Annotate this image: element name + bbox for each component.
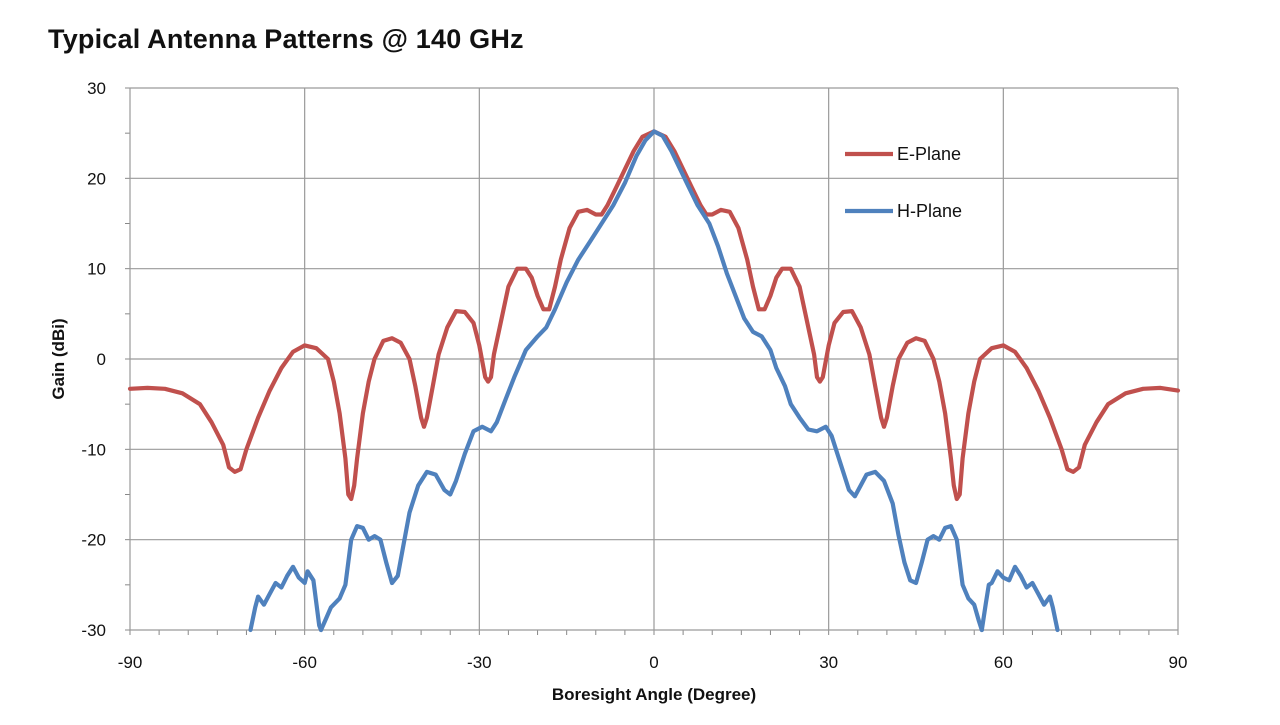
y-tick-label: 30 (87, 79, 106, 98)
h-plane-series-line (979, 564, 1060, 633)
y-axis-title: Gain (dBi) (49, 318, 68, 399)
legend: E-Plane H-Plane (845, 144, 962, 221)
x-tick-label: 0 (649, 653, 658, 672)
h-plane-series-line (248, 564, 324, 633)
series-lines (127, 129, 1181, 633)
x-tick-label: -30 (467, 653, 492, 672)
gridlines (125, 87, 1179, 635)
h-plane-series-line (318, 129, 984, 633)
y-tick-label: 0 (97, 350, 106, 369)
x-tick-label: 90 (1169, 653, 1188, 672)
y-tick-label: -10 (81, 440, 106, 459)
tick-labels: -90 -60 -30 0 30 60 90 -30 -20 -10 0 10 20 30 (81, 79, 1187, 672)
y-tick-label: 20 (87, 169, 106, 188)
y-tick-label: -30 (81, 621, 106, 640)
legend-label-h-plane: H-Plane (897, 201, 962, 221)
y-tick-label: -20 (81, 531, 106, 550)
y-tick-label: 10 (87, 260, 106, 279)
x-tick-label: -90 (118, 653, 143, 672)
legend-label-e-plane: E-Plane (897, 144, 961, 164)
x-tick-label: 60 (994, 653, 1013, 672)
x-tick-label: 30 (819, 653, 838, 672)
x-tick-label: -60 (292, 653, 317, 672)
chart-title: Typical Antenna Patterns @ 140 GHz (48, 24, 524, 54)
x-axis-title: Boresight Angle (Degree) (552, 685, 756, 704)
